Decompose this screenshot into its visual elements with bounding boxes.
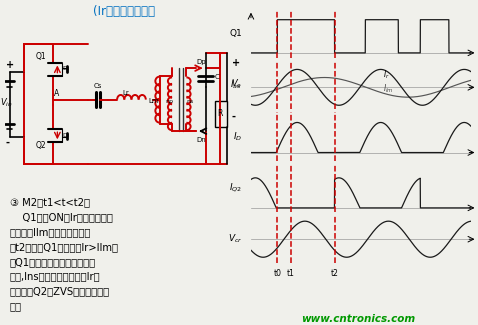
Text: Cs: Cs [93,84,102,89]
Text: Q1: Q1 [229,29,242,38]
Text: -: - [6,138,10,148]
Bar [215,101,227,127]
Text: $I_{lm}$: $I_{lm}$ [383,83,393,95]
Text: +: + [6,60,14,70]
Text: D₂: D₂ [62,133,69,138]
Text: +: + [232,58,240,68]
Text: t1: t1 [287,268,294,278]
Text: Lr: Lr [122,90,129,96]
Text: $I_{D}$: $I_{D}$ [233,130,242,143]
Text: ③ M2（t1<t<t2）
    Q1已经ON，Ir依然以正弦规
律增大，Ilm依然线性上升，
在t2时刻，Q1关断，但Ir>Ilm，
在Q1关断时，副边二极: ③ M2（t1<t<t2） Q1已经ON，Ir依然以正弦规 律增大，Ilm依然线… [10,198,119,311]
Text: np: np [165,99,173,104]
Text: Q2: Q2 [36,141,46,150]
Text: $I_{Q2}$: $I_{Q2}$ [229,181,242,194]
Text: www.cntronics.com: www.cntronics.com [302,314,415,323]
Text: t0: t0 [273,268,282,278]
Text: t2: t2 [331,268,338,278]
Text: $I_{as}$: $I_{as}$ [230,79,242,91]
Text: $V_{cr}$: $V_{cr}$ [228,233,242,245]
Text: C: C [215,74,220,80]
Text: (Ir从左向右为正）: (Ir从左向右为正） [93,5,155,18]
Text: Lm: Lm [148,98,159,104]
Text: R: R [217,109,223,118]
Text: $V_{in}$: $V_{in}$ [0,96,13,109]
Text: Dn: Dn [196,137,206,143]
Text: Dp: Dp [196,59,206,65]
Text: A: A [54,89,59,98]
Text: $V_o$: $V_o$ [230,78,242,90]
Text: $I_r$: $I_r$ [383,68,390,81]
Text: Q1: Q1 [36,52,46,61]
Text: -: - [232,112,236,122]
Text: D₁: D₁ [62,66,69,71]
Text: ns: ns [186,99,194,104]
